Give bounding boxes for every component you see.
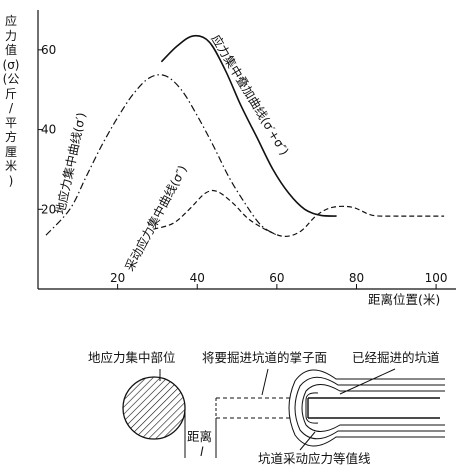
y-axis-label-char: 米 [4, 159, 17, 173]
label-working-face: 将要掘进坑道的掌子面 [202, 350, 327, 365]
stress-contour-2 [294, 376, 445, 440]
x-ticks: 20 40 60 80 100 [110, 271, 448, 289]
x-tick-label: 80 [349, 271, 364, 285]
x-tick-label: 100 [425, 271, 448, 285]
series-layer [45, 34, 445, 238]
y-axis-label-char: 厘 [4, 144, 17, 159]
y-axis-label-char: ) [8, 173, 14, 188]
y-axis-label-char: 值 [4, 43, 17, 57]
y-axis-label-char: 应 [4, 14, 17, 28]
series-line-2 [160, 34, 337, 217]
y-axis-label-char: 力 [4, 28, 17, 43]
y-axis-label: 应 力 值 (σ) (公 斤 / 平 方 厘 米 ) [2, 14, 20, 188]
label-distance-l: l [200, 444, 204, 459]
y-tick-label: 20 [41, 202, 56, 216]
label-distance: 距离 [187, 429, 212, 444]
tunnel-schematic: 地应力集中部位 将要掘进坑道的掌子面 已经掘进的坑道 距离 l 坑道采动应力等值… [88, 350, 445, 466]
x-axis-title: 距离位置(米) [368, 292, 440, 307]
stress-contour-1 [301, 384, 445, 432]
y-axis-label-char: (σ) [2, 57, 20, 72]
label-excavated-tunnel: 已经掘进的坑道 [352, 350, 440, 365]
stress-contour-face-loop [305, 392, 319, 424]
y-axis-label-char: 方 [4, 130, 17, 144]
y-axis-label-char: (公 [2, 72, 20, 86]
series-label-geostress: 地应力集中曲线(σ′) [52, 111, 88, 216]
label-contour: 坑道采动应力等值线 [258, 451, 371, 466]
y-tick-label: 40 [41, 123, 56, 137]
pointer-excavated-tunnel [339, 368, 396, 395]
y-tick-label: 60 [41, 43, 56, 57]
pointer-contour [299, 431, 316, 451]
y-axis-label-char: 斤 [4, 86, 17, 101]
y-axis-label-char: 平 [4, 115, 17, 130]
series-line-1 [153, 189, 445, 238]
x-tick-label: 60 [269, 271, 284, 285]
stress-zone-circle [122, 376, 186, 440]
stress-contour-3 [288, 369, 445, 447]
y-axis-label-char: / [8, 101, 14, 115]
excavated-tunnel-walls [307, 397, 440, 419]
x-tick-label: 20 [110, 271, 125, 285]
label-stress-zone: 地应力集中部位 [88, 350, 176, 365]
series-line-0 [45, 74, 278, 236]
y-ticks: 20 40 60 [38, 43, 56, 216]
pointer-working-face [261, 368, 269, 396]
series-label-mining: 采动应力集中曲线(σ″) [121, 163, 189, 274]
series-label-superposed: 应力集中叠加曲线(σ′+σ″) [208, 32, 292, 158]
x-tick-label: 40 [190, 271, 205, 285]
